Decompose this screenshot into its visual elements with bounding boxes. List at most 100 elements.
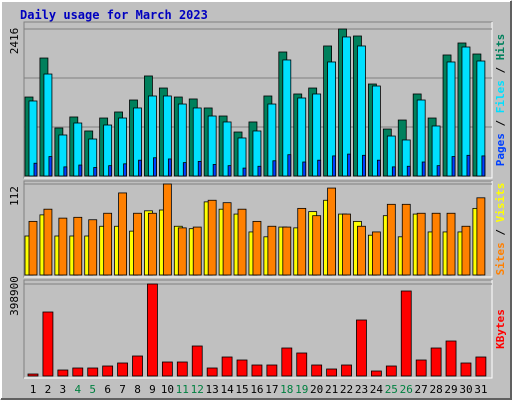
bar [362,154,366,177]
bar [153,157,157,177]
bar [87,367,99,377]
bar [197,160,202,177]
legend-separator: / [494,113,507,133]
bar [148,212,157,276]
bar [42,311,54,377]
bar [406,165,411,177]
legend: KBytes [494,309,507,349]
bar [327,187,337,276]
bar [391,166,396,177]
bar [446,212,456,276]
bar [342,36,351,177]
bar [227,165,232,177]
bar [206,367,218,377]
bar [371,231,381,276]
bar [451,156,456,177]
legend-entry: Pages [494,133,507,166]
bar [302,161,307,177]
legend-entry: Files [494,80,507,113]
legend-entry: Sites [494,242,507,275]
panel-edge [24,280,493,379]
bar [58,134,68,177]
bar [266,364,278,377]
bar [63,166,68,177]
bar [326,368,338,377]
bar [103,124,113,177]
bar [481,155,486,177]
bar [287,154,292,177]
bar [123,163,127,177]
bar [476,197,486,276]
legend: Pages / Files / Hits [494,34,507,167]
bar [102,365,114,377]
bar [176,361,188,377]
bar [421,161,426,177]
bar [347,153,351,177]
bar [207,199,217,276]
bar [267,103,277,177]
bar [311,364,323,377]
x-tick-label: 11 [176,383,189,396]
x-tick-label: 26 [400,383,413,396]
bar [357,45,366,177]
bar [192,226,202,276]
bar [58,217,68,276]
panel-edge [24,22,493,179]
bar [242,167,247,177]
bar [356,319,367,377]
bar [207,115,217,177]
bar [252,220,262,276]
bar [237,208,247,276]
bar [167,158,172,177]
legend-separator: / [494,222,507,242]
bar [332,155,337,177]
x-tick-label: 10 [161,383,174,396]
bar [133,212,142,276]
bar [33,162,38,177]
bar [400,290,412,377]
bar [118,117,127,177]
bar [138,159,142,177]
x-tick-label: 17 [265,383,278,396]
bar [416,99,426,177]
bar [401,139,411,177]
bar [237,137,247,177]
bar [133,107,142,177]
bar [281,347,293,377]
x-tick-label: 3 [60,383,67,396]
x-tick-label: 9 [149,383,156,396]
bar [93,167,98,177]
bar [43,208,53,276]
bar [461,46,471,177]
bar [386,203,396,276]
bar [431,212,441,276]
x-tick-label: 14 [220,383,234,396]
bar [28,100,38,177]
bar [312,93,322,177]
x-tick-label: 31 [474,383,487,396]
bar [177,227,187,276]
bar [103,212,113,276]
bar [327,61,337,177]
bar [161,361,173,377]
panel-edge [24,181,493,278]
legend: Sites / Visits [494,183,507,276]
bar [401,203,411,276]
bar [385,365,397,377]
bar [357,225,366,276]
bar [475,356,487,377]
bar [182,162,187,177]
bar [312,215,322,276]
bar [386,135,396,177]
bar [317,159,322,177]
bar [476,60,486,177]
x-tick-label: 24 [370,383,384,396]
x-tick-label: 13 [206,383,219,396]
bar [267,225,277,276]
x-tick-label: 6 [104,383,111,396]
bar [371,85,381,177]
bar [57,369,69,377]
x-tick-label: 20 [310,383,323,396]
